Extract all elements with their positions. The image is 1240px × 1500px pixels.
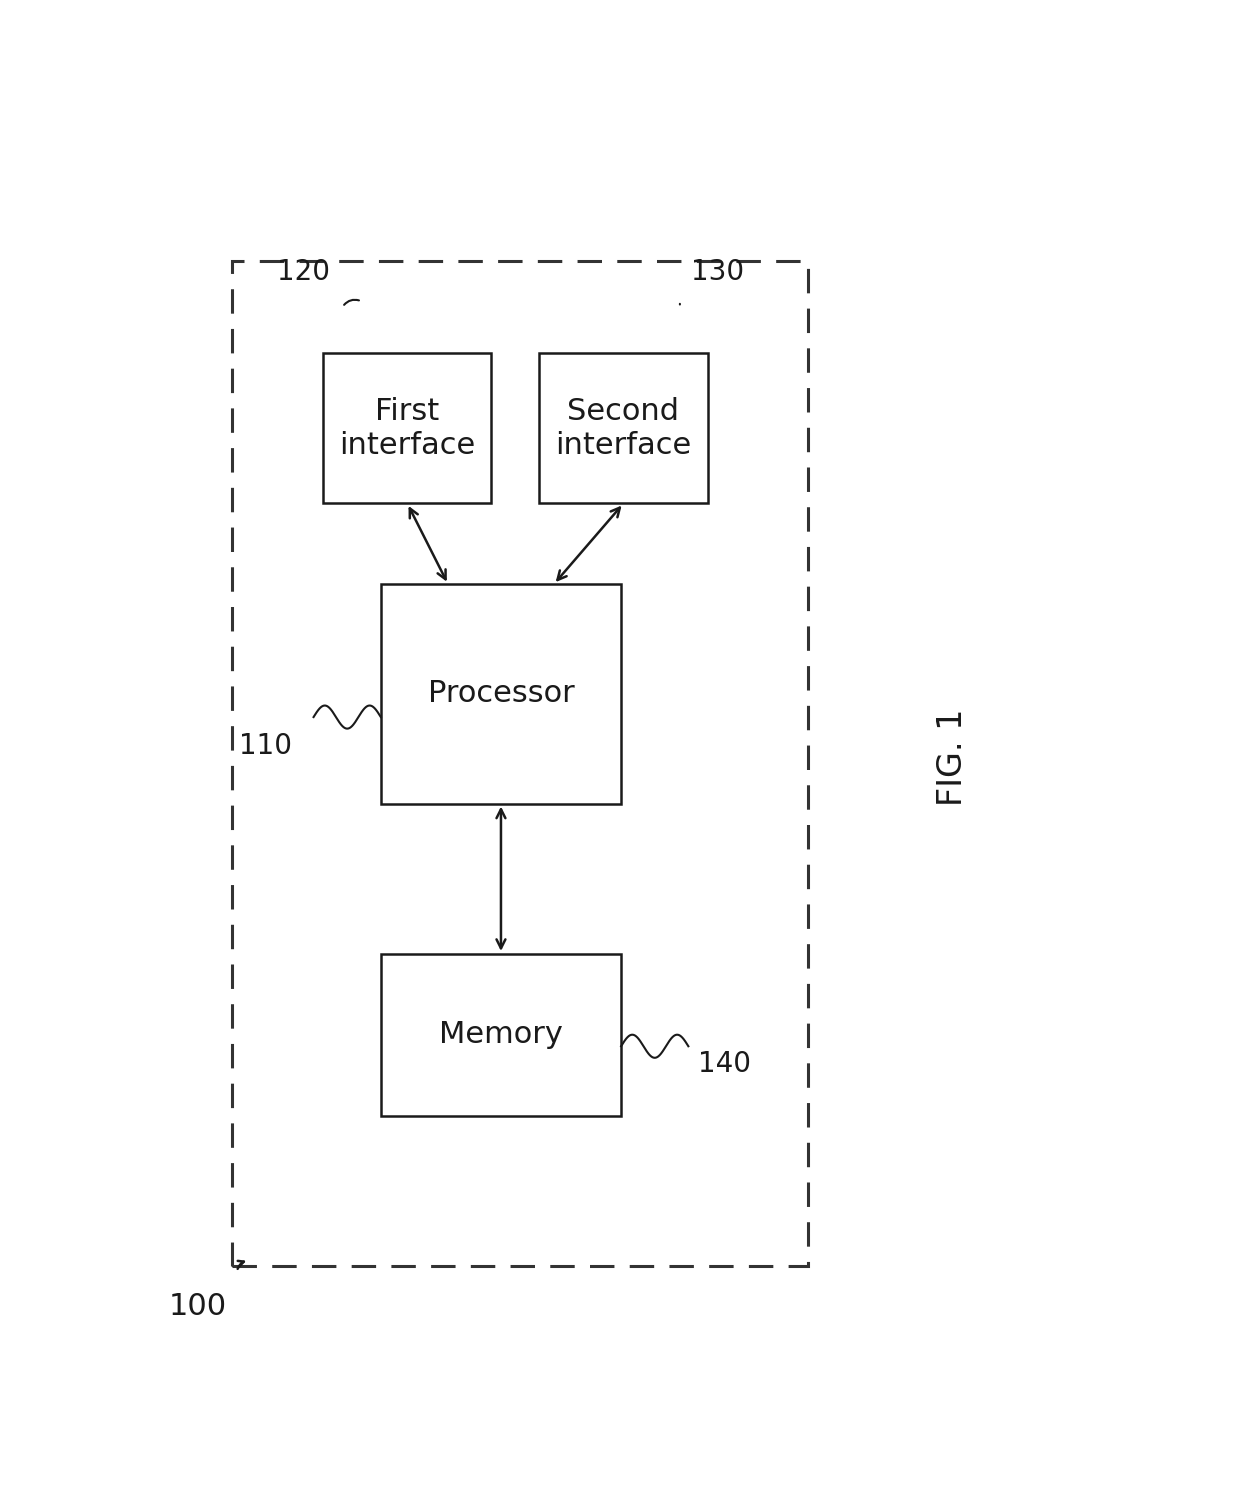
Bar — [539, 354, 708, 504]
Text: Memory: Memory — [439, 1020, 563, 1048]
Text: 130: 130 — [691, 258, 744, 286]
Bar — [381, 585, 621, 804]
Text: 140: 140 — [698, 1050, 751, 1077]
Text: 120: 120 — [278, 258, 330, 286]
Text: FIG. 1: FIG. 1 — [936, 710, 970, 807]
Text: Processor: Processor — [428, 680, 574, 708]
Bar — [381, 954, 621, 1116]
Text: 110: 110 — [239, 732, 291, 760]
Text: First
interface: First interface — [339, 398, 475, 459]
Text: 100: 100 — [169, 1292, 227, 1320]
Bar — [324, 354, 491, 504]
Text: Second
interface: Second interface — [556, 398, 692, 459]
Bar — [232, 261, 808, 1266]
